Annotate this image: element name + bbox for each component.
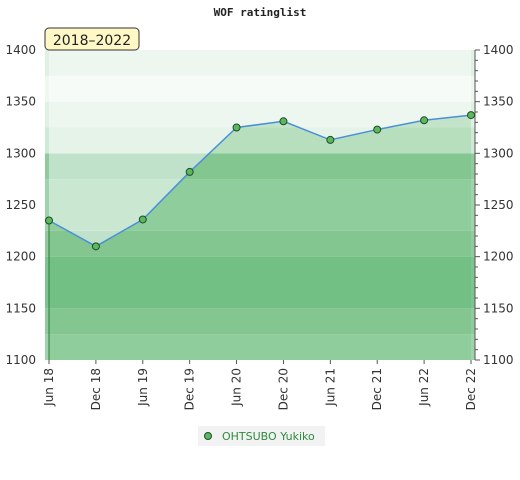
x-tick-label: Dec 22 xyxy=(464,368,478,410)
period-badge-label: 2018–2022 xyxy=(53,33,131,49)
legend[interactable]: OHTSUBO Yukiko xyxy=(198,426,325,446)
period-badge-box xyxy=(44,27,140,51)
data-point-jun-19[interactable] xyxy=(138,215,147,224)
y-axis-right: 1100 1150 1200 1250 1300 1350 1400 xyxy=(474,43,514,367)
data-point-jun-20[interactable] xyxy=(232,123,241,132)
band-stripe xyxy=(45,256,475,283)
background-bands xyxy=(45,50,475,360)
x-tick-label: Dec 18 xyxy=(89,368,103,410)
period-badge: 2018–2022 xyxy=(44,27,140,51)
y-tick-label-right: 1300 xyxy=(483,146,514,160)
series-area-layer xyxy=(48,50,471,360)
legend-marker-icon xyxy=(204,432,212,440)
y-axis-left: 1100 1150 1200 1250 1300 1350 1400 xyxy=(5,43,36,367)
y-tick-label-left: 1200 xyxy=(5,250,36,264)
y-tick-label-right: 1200 xyxy=(483,250,514,264)
band-stripe xyxy=(45,334,475,360)
data-point-jun-18[interactable] xyxy=(45,216,53,225)
x-tick-label: Dec 20 xyxy=(276,368,290,410)
legend-box xyxy=(198,426,325,446)
y-tick-label-left: 1250 xyxy=(5,198,36,212)
y-tick-label-left: 1300 xyxy=(5,146,36,160)
band-stripe xyxy=(45,127,475,154)
data-point-dec-22[interactable] xyxy=(467,111,475,120)
y-tick-label-right: 1100 xyxy=(483,353,514,367)
band-stripe xyxy=(45,75,475,102)
data-point-dec-18[interactable] xyxy=(91,242,100,251)
data-point-jun-22[interactable] xyxy=(420,116,429,125)
y-tick-label-left: 1100 xyxy=(5,353,36,367)
series-area xyxy=(49,115,471,360)
data-point-jun-21[interactable] xyxy=(326,135,335,144)
y-tick-label-right: 1400 xyxy=(483,43,514,57)
x-axis: Jun 18 Dec 18 Jun 19 Dec 19 Jun 20 Dec 20 Jun … xyxy=(42,360,478,410)
data-point-dec-20[interactable] xyxy=(279,117,288,126)
y-tick-label-right: 1250 xyxy=(483,198,514,212)
band-stripe xyxy=(45,282,475,309)
band-stripe xyxy=(45,308,475,335)
x-tick-label: Jun 21 xyxy=(323,368,337,407)
y-tick-label-left: 1350 xyxy=(5,95,36,109)
y-tick-label-left: 1150 xyxy=(5,301,36,315)
band-stripe xyxy=(45,179,475,205)
chart-title: WOF ratinglist xyxy=(214,6,307,19)
data-point-dec-21[interactable] xyxy=(373,125,382,134)
band-stripe xyxy=(45,153,475,180)
x-tick-label: Jun 20 xyxy=(230,368,244,407)
x-tick-label: Jun 18 xyxy=(42,368,56,407)
series-line-layer xyxy=(48,114,472,248)
y-tick-label-right: 1350 xyxy=(483,95,514,109)
band-stripe xyxy=(45,205,475,231)
legend-series-label: OHTSUBO Yukiko xyxy=(222,430,315,443)
series-line xyxy=(48,114,472,248)
region-above-line xyxy=(49,50,471,247)
x-tick-label: Jun 22 xyxy=(417,368,431,407)
x-tick-label: Dec 21 xyxy=(370,368,384,410)
y-tick-label-right: 1150 xyxy=(483,301,514,315)
x-tick-label: Jun 19 xyxy=(136,368,150,407)
y-tick-label-left: 1400 xyxy=(5,43,36,57)
data-point-dec-19[interactable] xyxy=(185,167,194,176)
band-stripe xyxy=(45,50,475,76)
band-stripe xyxy=(45,101,475,128)
x-tick-label: Dec 19 xyxy=(183,368,197,410)
data-points xyxy=(45,111,475,251)
